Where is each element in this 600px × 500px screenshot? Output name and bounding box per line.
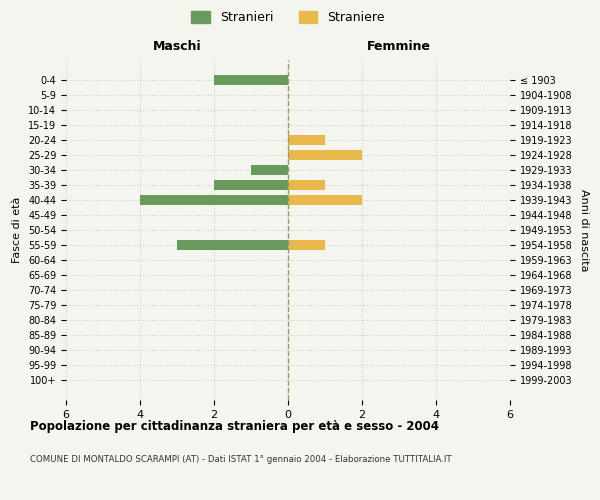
- Bar: [288, 180, 325, 190]
- Bar: [288, 150, 362, 160]
- Legend: Stranieri, Straniere: Stranieri, Straniere: [186, 6, 390, 29]
- Bar: [288, 195, 362, 205]
- Text: Femmine: Femmine: [367, 40, 431, 53]
- Bar: [140, 195, 288, 205]
- Bar: [177, 240, 288, 250]
- Text: Popolazione per cittadinanza straniera per età e sesso - 2004: Popolazione per cittadinanza straniera p…: [30, 420, 439, 433]
- Bar: [214, 180, 288, 190]
- Bar: [251, 166, 288, 175]
- Bar: [288, 136, 325, 145]
- Y-axis label: Fasce di età: Fasce di età: [13, 197, 22, 263]
- Text: Maschi: Maschi: [152, 40, 202, 53]
- Text: COMUNE DI MONTALDO SCARAMPI (AT) - Dati ISTAT 1° gennaio 2004 - Elaborazione TUT: COMUNE DI MONTALDO SCARAMPI (AT) - Dati …: [30, 455, 452, 464]
- Y-axis label: Anni di nascita: Anni di nascita: [579, 188, 589, 271]
- Bar: [288, 240, 325, 250]
- Bar: [214, 76, 288, 85]
